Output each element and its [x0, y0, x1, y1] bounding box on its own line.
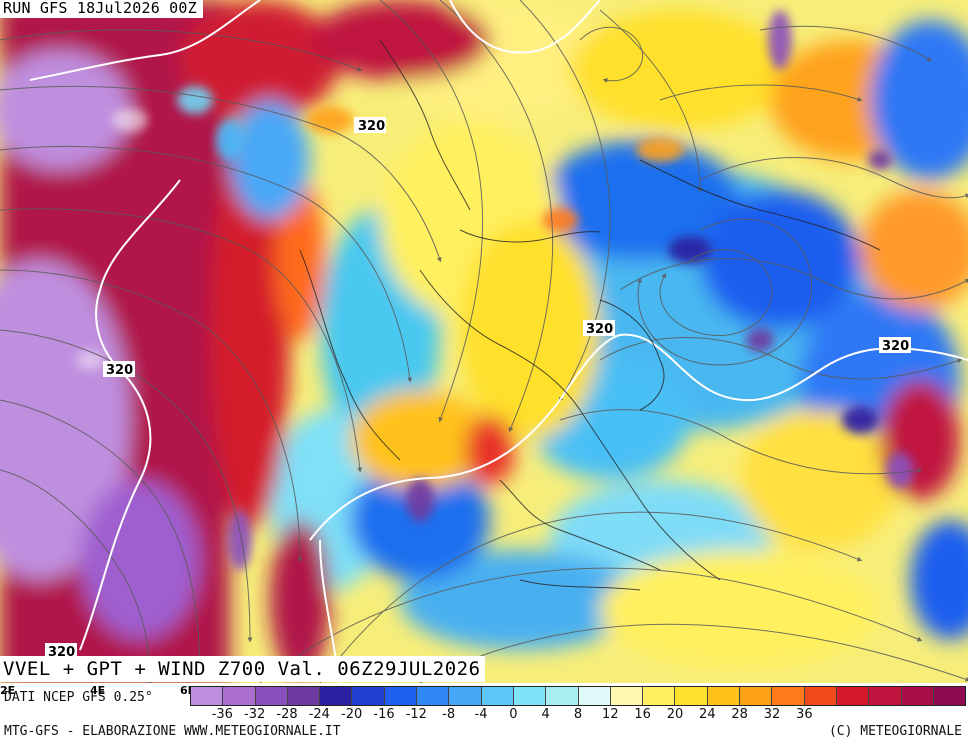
- colorbar-swatch: [578, 687, 611, 705]
- colorbar-swatch: [546, 687, 579, 705]
- colorbar-swatch: [901, 687, 934, 705]
- colorbar-label: 12: [602, 707, 619, 722]
- footer-copyright: (C) METEOGIORNALE: [828, 724, 962, 739]
- contour-label: 320: [358, 119, 385, 134]
- colorbar: [190, 686, 966, 706]
- contour-label: 320: [882, 339, 909, 354]
- colorbar-label: -24: [308, 707, 330, 722]
- colorbar-swatch: [449, 687, 482, 705]
- colorbar-swatch: [481, 687, 514, 705]
- colorbar-swatch: [320, 687, 353, 705]
- colorbar-label: -12: [405, 707, 427, 722]
- colorbar-swatch: [255, 687, 288, 705]
- contour-label: 320: [586, 322, 613, 337]
- colorbar-label: -36: [211, 707, 233, 722]
- colorbar-swatch: [191, 687, 224, 705]
- colorbar-label: 32: [763, 707, 781, 722]
- contour-label: 320: [106, 363, 133, 378]
- colorbar-label: -28: [276, 707, 298, 722]
- geopotential-contours: [29, 0, 968, 683]
- footer-credit: MTG-GFS - ELABORAZIONE WWW.METEOGIORNALE…: [4, 724, 341, 739]
- colorbar-swatch: [417, 687, 450, 705]
- colorbar-swatch: [836, 687, 870, 705]
- colorbar-label: -20: [341, 707, 363, 722]
- colorbar-label: -4: [474, 707, 488, 722]
- colorbar-swatch: [643, 687, 676, 705]
- colorbar-swatch: [352, 687, 385, 705]
- colorbar-label: 28: [731, 707, 748, 722]
- colorbar-label: 4: [541, 707, 550, 722]
- colorbar-label: 8: [573, 707, 583, 722]
- colorbar-swatch: [933, 687, 966, 705]
- colorbar-label: -8: [442, 707, 456, 722]
- weather-map: 320 320 320 320 320: [0, 0, 968, 683]
- colorbar-swatch: [707, 687, 741, 705]
- colorbar-label: -32: [244, 707, 266, 722]
- colorbar-label: -16: [373, 707, 395, 722]
- vertical-velocity-field: [0, 0, 968, 683]
- convective-cells: [76, 10, 914, 570]
- colorbar-swatch: [675, 687, 708, 705]
- lon-tick: 4E: [90, 684, 106, 697]
- lon-tick: 2E: [0, 684, 16, 697]
- colorbar-label: 16: [634, 707, 651, 722]
- colorbar-label: 24: [699, 707, 716, 722]
- colorbar-label: 20: [666, 707, 684, 722]
- colorbar-swatch: [740, 687, 773, 705]
- colorbar-swatch: [384, 687, 418, 705]
- product-label: VVEL + GPT + WIND Z700 Val. 06Z29JUL2026: [0, 656, 485, 682]
- colorbar-label: 0: [509, 707, 518, 722]
- colorbar-swatch: [287, 687, 321, 705]
- colorbar-label: 36: [796, 707, 813, 722]
- colorbar-swatch: [869, 687, 902, 705]
- colorbar-swatch: [610, 687, 644, 705]
- run-label: RUN GFS 18Jul2026 00Z: [0, 0, 203, 18]
- colorbar-swatch: [772, 687, 805, 705]
- colorbar-swatch: [804, 687, 837, 705]
- data-source-label: DATI NCEP GFS 0.25°: [4, 690, 153, 705]
- coastlines: [299, 39, 881, 591]
- colorbar-swatch: [223, 687, 256, 705]
- colorbar-swatch: [513, 687, 547, 705]
